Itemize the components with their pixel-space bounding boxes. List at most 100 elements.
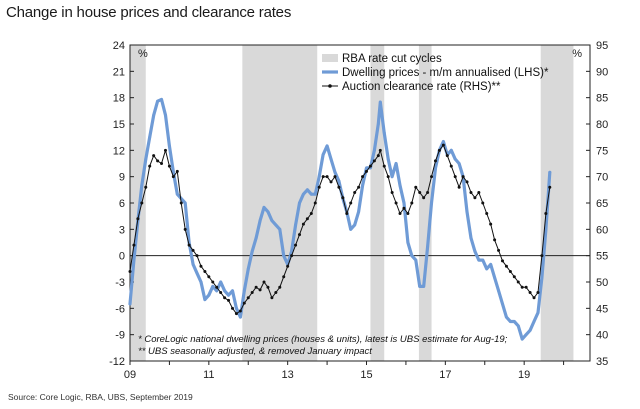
dwelling-prices-point xyxy=(298,201,301,205)
clearance-rate-point xyxy=(394,201,398,205)
clearance-rate-point xyxy=(422,196,426,200)
clearance-rate-point xyxy=(504,264,508,268)
clearance-rate-point xyxy=(386,175,390,179)
clearance-rate-point xyxy=(183,227,187,231)
clearance-rate-point xyxy=(481,201,485,205)
clearance-rate-point xyxy=(203,269,207,273)
clearance-rate-point xyxy=(215,285,219,289)
clearance-rate-point xyxy=(219,291,223,295)
dwelling-prices-point xyxy=(325,144,329,148)
dwelling-prices-point xyxy=(418,284,422,288)
left-tick-label: 24 xyxy=(113,40,125,52)
right-tick-label: 95 xyxy=(596,40,608,52)
clearance-rate-point xyxy=(345,212,349,216)
clearance-rate-point xyxy=(301,222,305,226)
right-axis-unit: % xyxy=(572,48,582,60)
dwelling-prices-point xyxy=(329,157,333,161)
clearance-rate-point xyxy=(524,285,528,289)
clearance-rate-point xyxy=(500,259,504,263)
clearance-rate-point xyxy=(128,269,132,273)
dwelling-prices-point xyxy=(183,201,187,205)
dwelling-prices-point xyxy=(353,223,357,227)
clearance-rate-line xyxy=(129,144,551,315)
clearance-rate-point xyxy=(258,288,262,292)
clearance-rate-point xyxy=(234,312,238,316)
clearance-rate-point xyxy=(457,185,461,189)
clearance-rate-point xyxy=(148,164,152,168)
clearance-rate-point xyxy=(309,212,313,216)
clearance-rate-point xyxy=(426,190,430,194)
dwelling-prices-point xyxy=(376,122,380,126)
dwelling-prices-point xyxy=(132,258,136,262)
clearance-rate-point xyxy=(461,175,465,179)
dwelling-prices-point xyxy=(410,254,414,258)
clearance-rate-point xyxy=(378,148,382,152)
clearance-rate-point xyxy=(207,275,211,279)
legend-label: Auction clearance rate (RHS)** xyxy=(342,81,501,93)
dwelling-prices-point xyxy=(140,184,144,187)
dwelling-prices-point xyxy=(302,192,305,196)
x-tick-label: 09 xyxy=(124,369,136,381)
dwelling-prices-point xyxy=(449,148,453,152)
clearance-rate-point xyxy=(469,190,473,194)
dwelling-prices-point xyxy=(406,241,410,244)
dwelling-prices-point xyxy=(309,192,313,196)
dwelling-prices-point xyxy=(203,298,207,301)
left-tick-label: 15 xyxy=(113,119,125,131)
clearance-rate-point xyxy=(282,275,286,279)
clearance-rate-point xyxy=(313,201,317,205)
clearance-rate-point xyxy=(325,175,329,179)
x-tick-label: 13 xyxy=(282,369,294,381)
x-tick-label: 19 xyxy=(518,369,530,381)
clearance-rate-point xyxy=(516,280,520,284)
right-tick-label: 35 xyxy=(596,356,608,368)
dwelling-prices-point xyxy=(317,175,321,179)
clearance-rate-point xyxy=(175,169,179,173)
left-axis-unit: % xyxy=(138,48,148,60)
dwelling-prices-point xyxy=(512,320,516,323)
rate-cut-band xyxy=(370,45,385,361)
dwelling-prices-point xyxy=(528,328,532,332)
legend: RBA rate cut cycles Dwelling prices - m/m… xyxy=(322,53,549,93)
dwelling-prices-point xyxy=(337,179,341,183)
left-tick-label: -6 xyxy=(115,303,125,315)
dwelling-prices-point xyxy=(321,153,325,157)
dwelling-prices-point xyxy=(477,258,481,262)
dwelling-prices-point xyxy=(473,249,477,253)
clearance-rate-point xyxy=(376,154,380,158)
dwelling-prices-point xyxy=(144,157,148,161)
clearance-rate-point xyxy=(406,212,410,216)
dwelling-prices-point xyxy=(152,113,156,117)
clearance-rate-point xyxy=(441,143,445,147)
left-tick-label: 18 xyxy=(113,93,125,105)
clearance-rate-point xyxy=(489,222,493,226)
dwelling-prices-point xyxy=(365,166,368,170)
dwelling-prices-point xyxy=(441,140,445,143)
left-tick-label: -9 xyxy=(115,330,125,342)
clearance-rate-point xyxy=(305,217,309,221)
dwelling-prices-point xyxy=(536,311,540,315)
axes: 24 21 18 15 12 9 6 3 0 -3 -6 -9 -12 95 90 85 80 75 70 65 60 5… xyxy=(109,40,608,381)
clearance-rate-point xyxy=(437,148,441,152)
clearance-rate-point xyxy=(544,212,548,216)
clearance-rate-point xyxy=(179,201,183,205)
clearance-rate-point xyxy=(160,162,164,165)
clearance-rate-point xyxy=(321,175,325,179)
clearance-rate-point xyxy=(497,248,501,252)
clearance-rate-point xyxy=(485,212,489,216)
clearance-rate-point xyxy=(453,175,457,179)
dwelling-prices-point xyxy=(294,223,297,227)
legend-swatch-marker xyxy=(328,84,332,88)
clearance-rate-point xyxy=(508,269,512,273)
x-tick-label: 17 xyxy=(439,369,451,381)
dwelling-prices-point xyxy=(168,144,171,148)
chart-title: Change in house prices and clearance rat… xyxy=(6,4,292,21)
dwelling-prices-point xyxy=(160,98,163,101)
dwelling-prices-point xyxy=(219,280,223,284)
dwelling-prices-point xyxy=(434,166,437,170)
clearance-rate-point xyxy=(402,206,406,210)
clearance-rate-point xyxy=(246,296,250,300)
dwelling-prices-point xyxy=(501,302,504,306)
dwelling-prices-point xyxy=(215,289,219,293)
